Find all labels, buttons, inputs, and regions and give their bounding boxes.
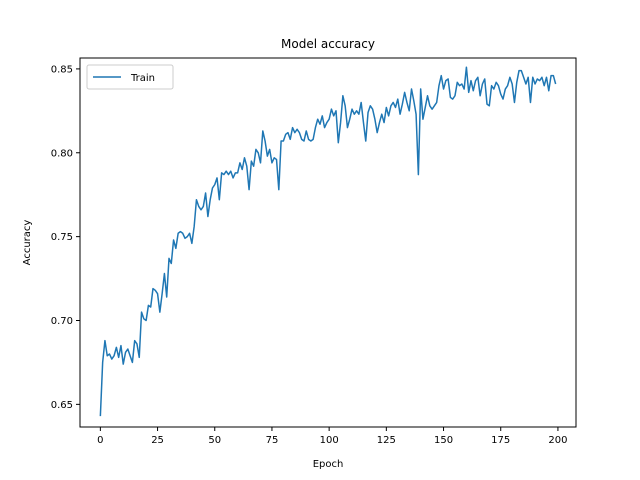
x-tick-label: 125	[377, 435, 396, 446]
x-axis-ticks: 0 25 50 75 100 125 150 175 200	[97, 427, 567, 446]
y-tick-label: 0.75	[51, 232, 73, 243]
legend-box	[86, 64, 174, 90]
chart-title: Model accuracy	[281, 37, 375, 51]
x-tick-label: 100	[320, 435, 339, 446]
x-tick-label: 150	[434, 435, 453, 446]
x-tick-label: 25	[151, 435, 164, 446]
x-tick-label: 75	[266, 435, 279, 446]
legend: Train	[86, 64, 174, 90]
x-tick-label: 50	[208, 435, 221, 446]
plot-frame	[79, 57, 577, 428]
y-axis-label: Accuracy	[22, 220, 33, 266]
y-axis-ticks: 0.65 0.70 0.75 0.80 0.85	[51, 64, 80, 411]
y-tick-label: 0.70	[51, 316, 73, 327]
legend-label-train: Train	[130, 73, 155, 84]
x-tick-label: 200	[548, 435, 567, 446]
x-tick-label: 0	[97, 435, 103, 446]
y-tick-label: 0.65	[51, 400, 73, 411]
series-line-train	[99, 66, 557, 417]
y-tick-label: 0.85	[51, 64, 73, 75]
x-tick-label: 175	[491, 435, 510, 446]
x-axis-label: Epoch	[313, 459, 344, 470]
y-tick-label: 0.80	[51, 148, 73, 159]
